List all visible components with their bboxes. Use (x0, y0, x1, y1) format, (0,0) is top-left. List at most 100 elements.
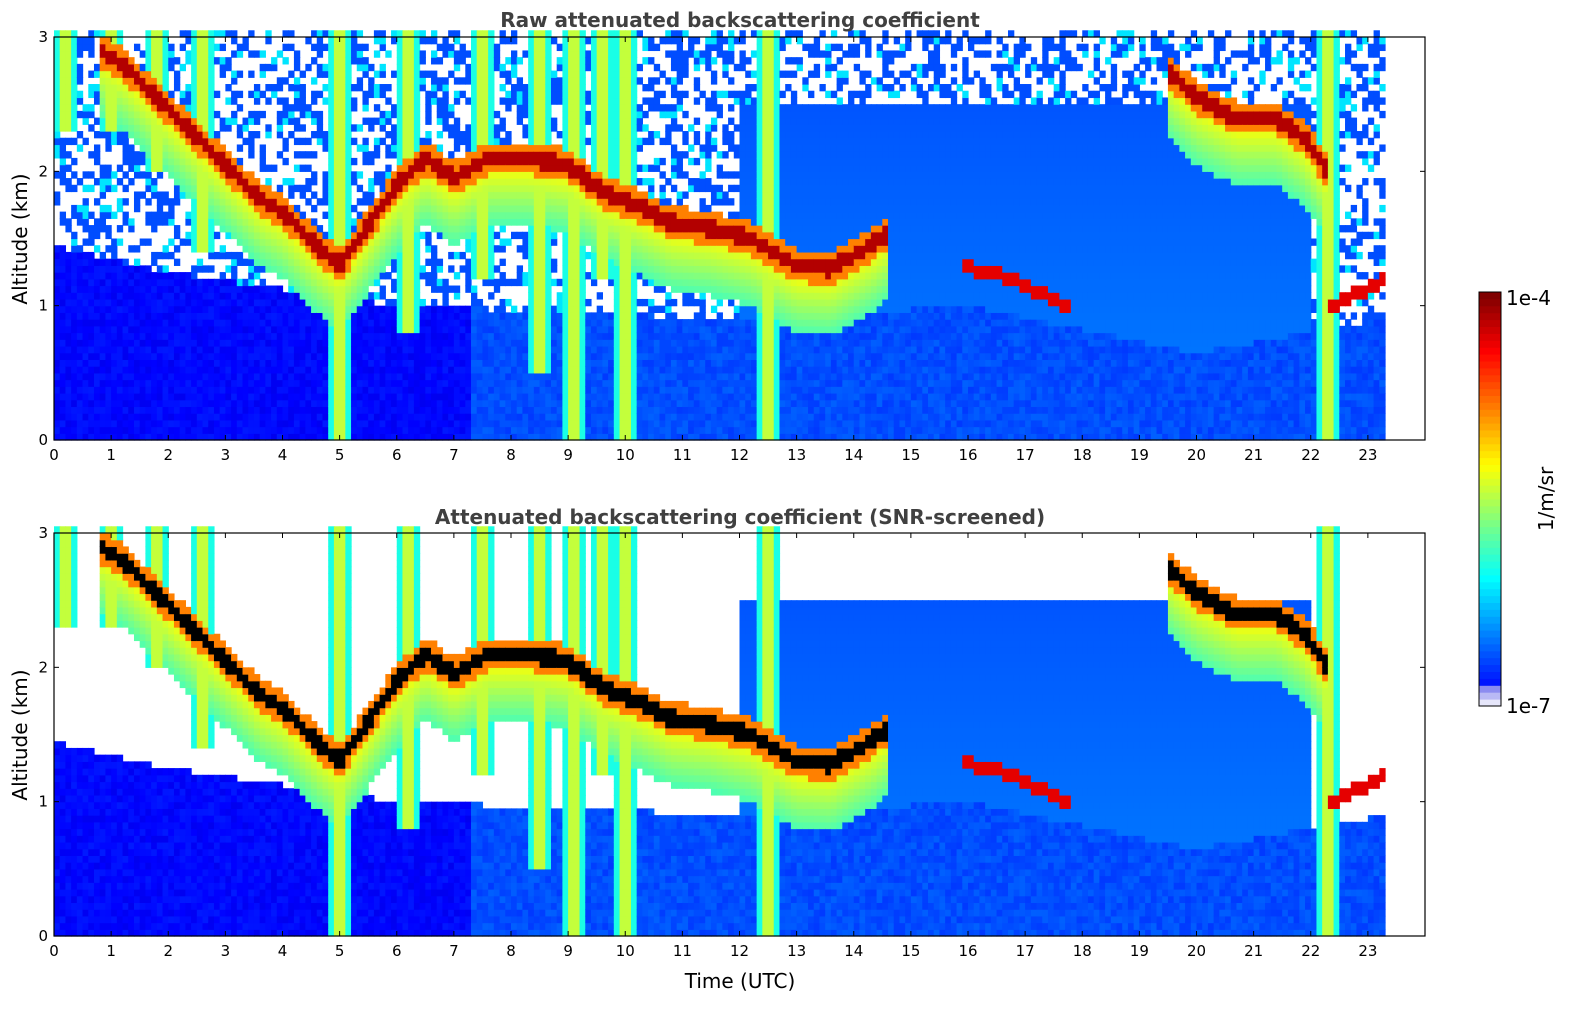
heatmap-cell (397, 299, 403, 306)
heatmap-cell (494, 50, 500, 57)
heatmap-cell (442, 427, 448, 434)
heatmap-cell (237, 131, 243, 138)
heatmap-cell (448, 413, 454, 420)
heatmap-cell (534, 306, 540, 313)
heatmap-cell (300, 346, 306, 353)
heatmap-cell (168, 386, 174, 393)
heatmap-cell (277, 326, 283, 333)
heatmap-cell (374, 272, 380, 279)
heatmap-cell (214, 286, 220, 293)
heatmap-cell (591, 44, 597, 51)
heatmap-cell (157, 191, 163, 198)
heatmap-cell (362, 104, 368, 111)
heatmap-cell (288, 232, 294, 239)
heatmap-cell (254, 413, 260, 420)
heatmap-cell (128, 319, 134, 326)
heatmap-cell (580, 319, 586, 326)
heatmap-cell (585, 252, 591, 259)
heatmap-cell (145, 386, 151, 393)
heatmap-cell (231, 191, 237, 198)
heatmap-cell (545, 380, 551, 387)
heatmap-cell (294, 312, 300, 319)
heatmap-cell (294, 272, 300, 279)
heatmap-cell (580, 353, 586, 360)
heatmap-cell (551, 124, 557, 131)
heatmap-cell (203, 292, 209, 299)
heatmap-cell (111, 77, 117, 84)
heatmap-cell (585, 138, 591, 145)
heatmap-cell (534, 265, 540, 272)
heatmap-cell (442, 292, 448, 299)
heatmap-cell (345, 386, 351, 393)
heatmap-cell (545, 353, 551, 360)
heatmap-cell (260, 346, 266, 353)
heatmap-cell (397, 333, 403, 340)
heatmap-cell (362, 245, 368, 252)
heatmap-cell (54, 319, 60, 326)
heatmap-cell (540, 380, 546, 387)
heatmap-cell (157, 218, 163, 225)
heatmap-cell (362, 359, 368, 366)
heatmap-cell (311, 400, 317, 407)
heatmap-cell (608, 239, 614, 246)
heatmap-cell (562, 306, 568, 313)
heatmap-cell (288, 339, 294, 346)
heatmap-cell (545, 286, 551, 293)
heatmap-cell (197, 77, 203, 84)
heatmap-cell (540, 91, 546, 98)
heatmap-cell (145, 71, 151, 78)
heatmap-cell (317, 306, 323, 313)
heatmap-cell (185, 286, 191, 293)
heatmap-cell (328, 386, 334, 393)
heatmap-cell (117, 420, 123, 427)
heatmap-cell (545, 64, 551, 71)
heatmap-cell (220, 272, 226, 279)
heatmap-cell (488, 292, 494, 299)
heatmap-cell (328, 292, 334, 299)
heatmap-cell (260, 144, 266, 151)
heatmap-cell (494, 111, 500, 118)
heatmap-cell (134, 406, 140, 413)
heatmap-cell (568, 97, 574, 104)
heatmap-cell (374, 333, 380, 340)
heatmap-cell (254, 400, 260, 407)
heatmap-cell (231, 366, 237, 373)
heatmap-cell (168, 333, 174, 340)
heatmap-cell (562, 420, 568, 427)
heatmap-cell (402, 333, 408, 340)
heatmap-cell (465, 386, 471, 393)
heatmap-cell (437, 420, 443, 427)
heatmap-cell (100, 286, 106, 293)
heatmap-cell (328, 353, 334, 360)
heatmap-cell (111, 97, 117, 104)
heatmap-cell (83, 185, 89, 192)
heatmap-cell (351, 339, 357, 346)
heatmap-cell (465, 393, 471, 400)
heatmap-cell (551, 144, 557, 151)
heatmap-cell (545, 279, 551, 286)
heatmap-cell (540, 218, 546, 225)
heatmap-cell (420, 359, 426, 366)
heatmap-cell (551, 225, 557, 232)
heatmap-cell (540, 259, 546, 266)
heatmap-cell (488, 151, 494, 158)
heatmap-cell (574, 104, 580, 111)
heatmap-cell (174, 144, 180, 151)
heatmap-cell (511, 406, 517, 413)
heatmap-cell (105, 50, 111, 57)
heatmap-cell (65, 225, 71, 232)
heatmap-cell (585, 366, 591, 373)
heatmap-cell (100, 420, 106, 427)
heatmap-cell (414, 171, 420, 178)
heatmap-cell (534, 44, 540, 51)
heatmap-cell (517, 353, 523, 360)
heatmap-cell (414, 272, 420, 279)
heatmap-cell (83, 427, 89, 434)
heatmap-cell (534, 111, 540, 118)
heatmap-cell (597, 232, 603, 239)
heatmap-cell (574, 393, 580, 400)
heatmap-cell (597, 306, 603, 313)
heatmap-cell (402, 279, 408, 286)
heatmap-cell (505, 178, 511, 185)
heatmap-cell (157, 77, 163, 84)
